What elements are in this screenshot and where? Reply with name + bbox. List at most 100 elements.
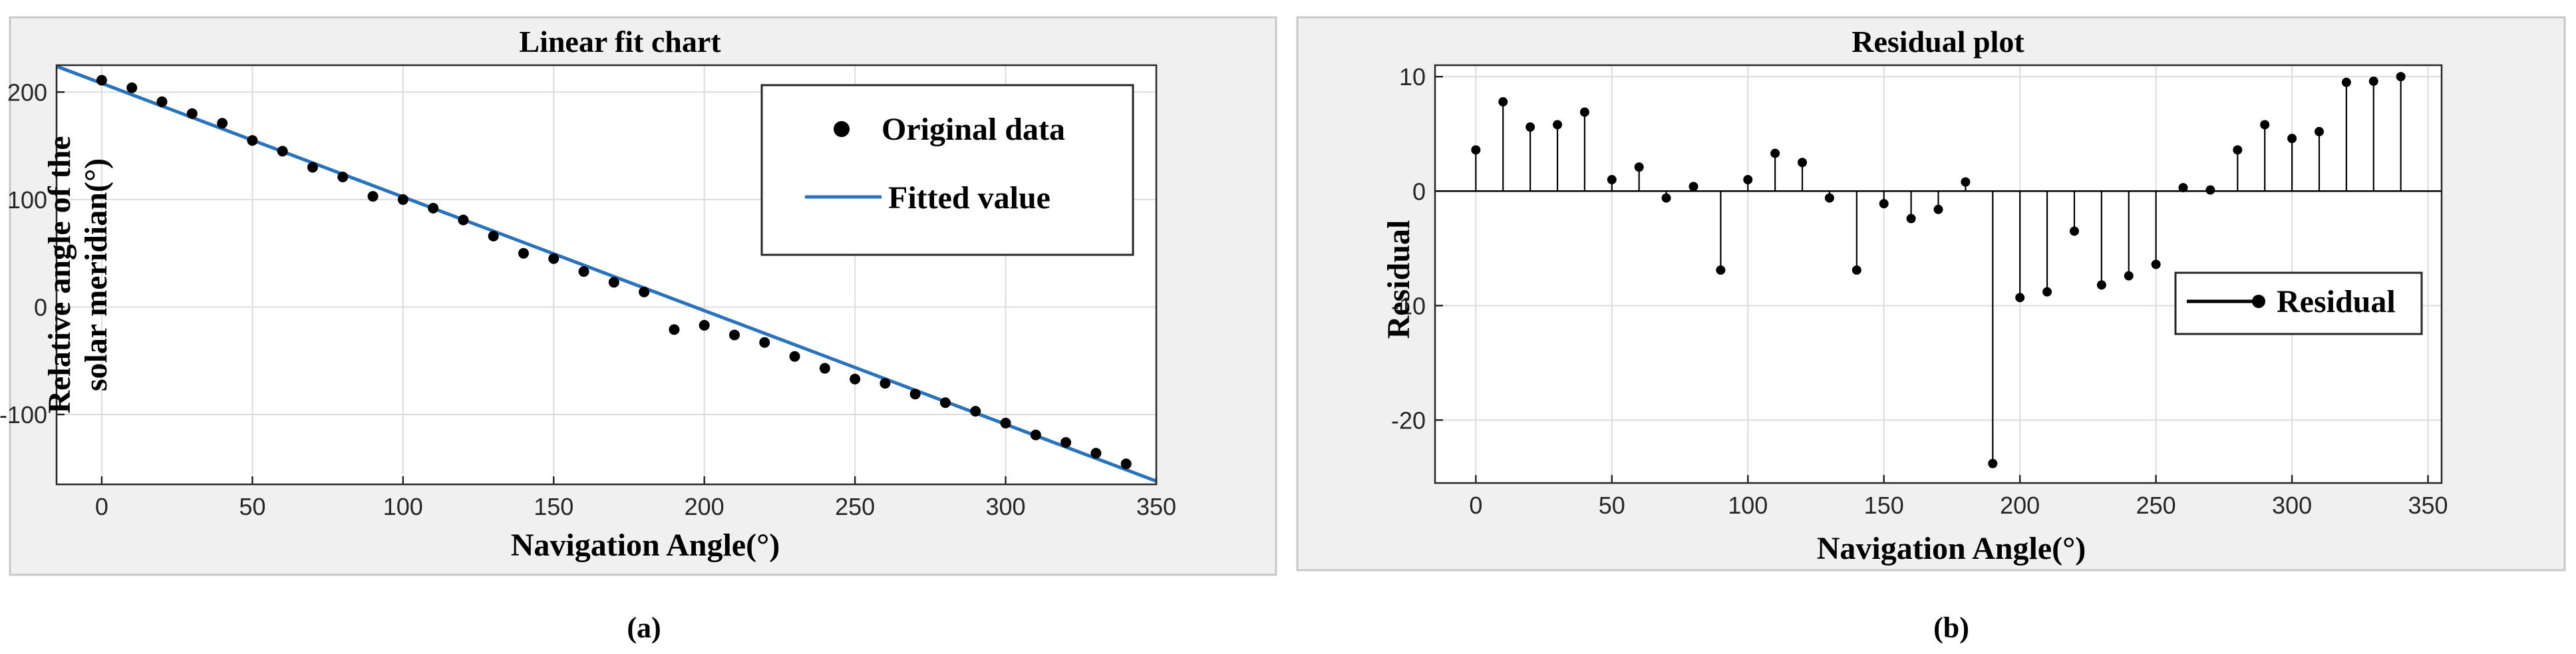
- legend-original-data-label: Original data: [882, 112, 1065, 147]
- panel-a-plot-area: [56, 65, 1157, 483]
- y-tick-label: 10: [1399, 63, 1426, 90]
- x-tick-label: 100: [1728, 492, 1768, 519]
- residual-point: [1471, 145, 1481, 155]
- residual-point: [2341, 77, 2351, 87]
- residual-point: [1553, 120, 1563, 130]
- panel-b-legend: Residual: [2174, 271, 2423, 335]
- residual-point: [2368, 77, 2378, 86]
- original-data-point: [728, 329, 740, 341]
- linear-fit-panel: 0 50 100 150 200 250 300 350 -100 0 100 200 Linear …: [0, 16, 1277, 576]
- original-data-point: [1030, 429, 1041, 440]
- original-data-point: [428, 202, 439, 214]
- panel-a-x-axis-label: Navigation Angle(°): [511, 528, 780, 563]
- original-data-point: [850, 373, 861, 385]
- original-data-point: [608, 277, 619, 288]
- residual-point: [2178, 183, 2188, 193]
- original-data-point: [96, 75, 107, 86]
- residual-point: [2314, 126, 2324, 136]
- panel-b-plot-area: [1435, 72, 2442, 468]
- caption-a: (a): [627, 611, 661, 644]
- panel-a-legend: Original data Fitted value: [760, 84, 1134, 256]
- residual-panel: 0 50 100 150 200 250 300 350 -20 -10 0 10 Residual …: [1296, 16, 2566, 572]
- original-data-point: [397, 194, 408, 205]
- panel-a-axes-frame: [55, 64, 1158, 486]
- residual-point: [2396, 72, 2406, 82]
- original-data-point: [789, 351, 800, 362]
- original-data-point: [1060, 437, 1072, 448]
- original-data-point: [217, 118, 228, 129]
- legend-original-data-marker: [834, 121, 850, 137]
- legend-residual-label: Residual: [2277, 284, 2396, 319]
- panel-a-title: Linear fit chart: [519, 25, 721, 59]
- x-tick-label: 150: [534, 493, 573, 520]
- residual-point: [1852, 265, 1861, 275]
- panel-a-y-axis-label-line1: Relative angle of the: [42, 136, 77, 413]
- x-tick-label: 150: [1864, 492, 1904, 519]
- original-data-point: [367, 191, 379, 202]
- panel-b-x-axis-label: Navigation Angle(°): [1817, 531, 2086, 566]
- residual-point: [2205, 185, 2215, 195]
- original-data-point: [970, 406, 981, 417]
- residual-point: [1689, 182, 1698, 192]
- original-data-point: [337, 172, 349, 182]
- residual-point: [1607, 175, 1617, 185]
- x-tick-label: 250: [2136, 492, 2176, 519]
- original-data-point: [247, 135, 258, 146]
- original-data-point: [639, 286, 650, 297]
- residual-point: [1743, 175, 1753, 185]
- panel-a-ticks: 0 50 100 150 200 250 300 350 -100 0 100 200: [0, 79, 1176, 520]
- original-data-point: [156, 96, 168, 107]
- original-data-point: [699, 319, 710, 331]
- original-data-point: [939, 397, 951, 409]
- residual-point: [1988, 458, 1998, 468]
- x-tick-label: 300: [2272, 492, 2312, 519]
- original-data-point: [307, 162, 318, 173]
- residual-point: [2096, 280, 2106, 290]
- original-data-point: [578, 266, 589, 277]
- residual-point: [2287, 134, 2297, 144]
- panel-b-y-axis-label: Residual: [1381, 220, 1416, 339]
- original-data-point: [880, 378, 891, 389]
- residual-point: [1798, 158, 1808, 168]
- x-tick-label: 250: [835, 493, 875, 520]
- residual-point: [2151, 259, 2161, 269]
- y-tick-label: -100: [0, 401, 47, 428]
- original-data-point: [819, 363, 830, 374]
- residual-point: [1498, 97, 1508, 107]
- original-data-point: [1090, 448, 1102, 459]
- original-data-point: [1120, 458, 1132, 470]
- residual-point: [2260, 120, 2270, 130]
- residual-point: [1526, 122, 1535, 132]
- original-data-point: [909, 389, 921, 400]
- residual-point: [1770, 148, 1780, 158]
- panel-a-legend-box: [760, 84, 1134, 256]
- residual-point: [2042, 287, 2052, 297]
- residual-point: [1933, 204, 1943, 214]
- x-tick-label: 50: [239, 493, 265, 520]
- residual-point: [1634, 162, 1644, 172]
- original-data-point: [458, 214, 469, 226]
- original-data-point: [126, 82, 138, 93]
- residual-point: [1716, 265, 1726, 275]
- y-tick-label: 0: [1412, 178, 1426, 205]
- x-tick-label: 100: [383, 493, 423, 520]
- x-tick-label: 50: [1599, 492, 1625, 519]
- panel-b-title: Residual plot: [1852, 25, 2024, 59]
- panel-a-y-axis-label-line2: solar meridian(°): [79, 158, 114, 391]
- residual-point: [2069, 226, 2079, 236]
- residual-point: [1661, 193, 1671, 203]
- original-data-point: [759, 337, 770, 348]
- x-tick-label: 350: [1136, 493, 1176, 520]
- legend-residual-marker: [2252, 295, 2265, 308]
- y-tick-label: -10: [1391, 292, 1426, 319]
- x-tick-label: 0: [95, 493, 108, 520]
- x-tick-label: 0: [1469, 492, 1482, 519]
- original-data-point: [548, 253, 560, 264]
- original-data-point: [1000, 417, 1011, 428]
- residual-point: [1579, 107, 1589, 117]
- original-data-point: [518, 247, 529, 259]
- x-tick-label: 200: [685, 493, 724, 520]
- residual-point: [1906, 214, 1916, 224]
- panel-b-legend-box: [2174, 271, 2423, 335]
